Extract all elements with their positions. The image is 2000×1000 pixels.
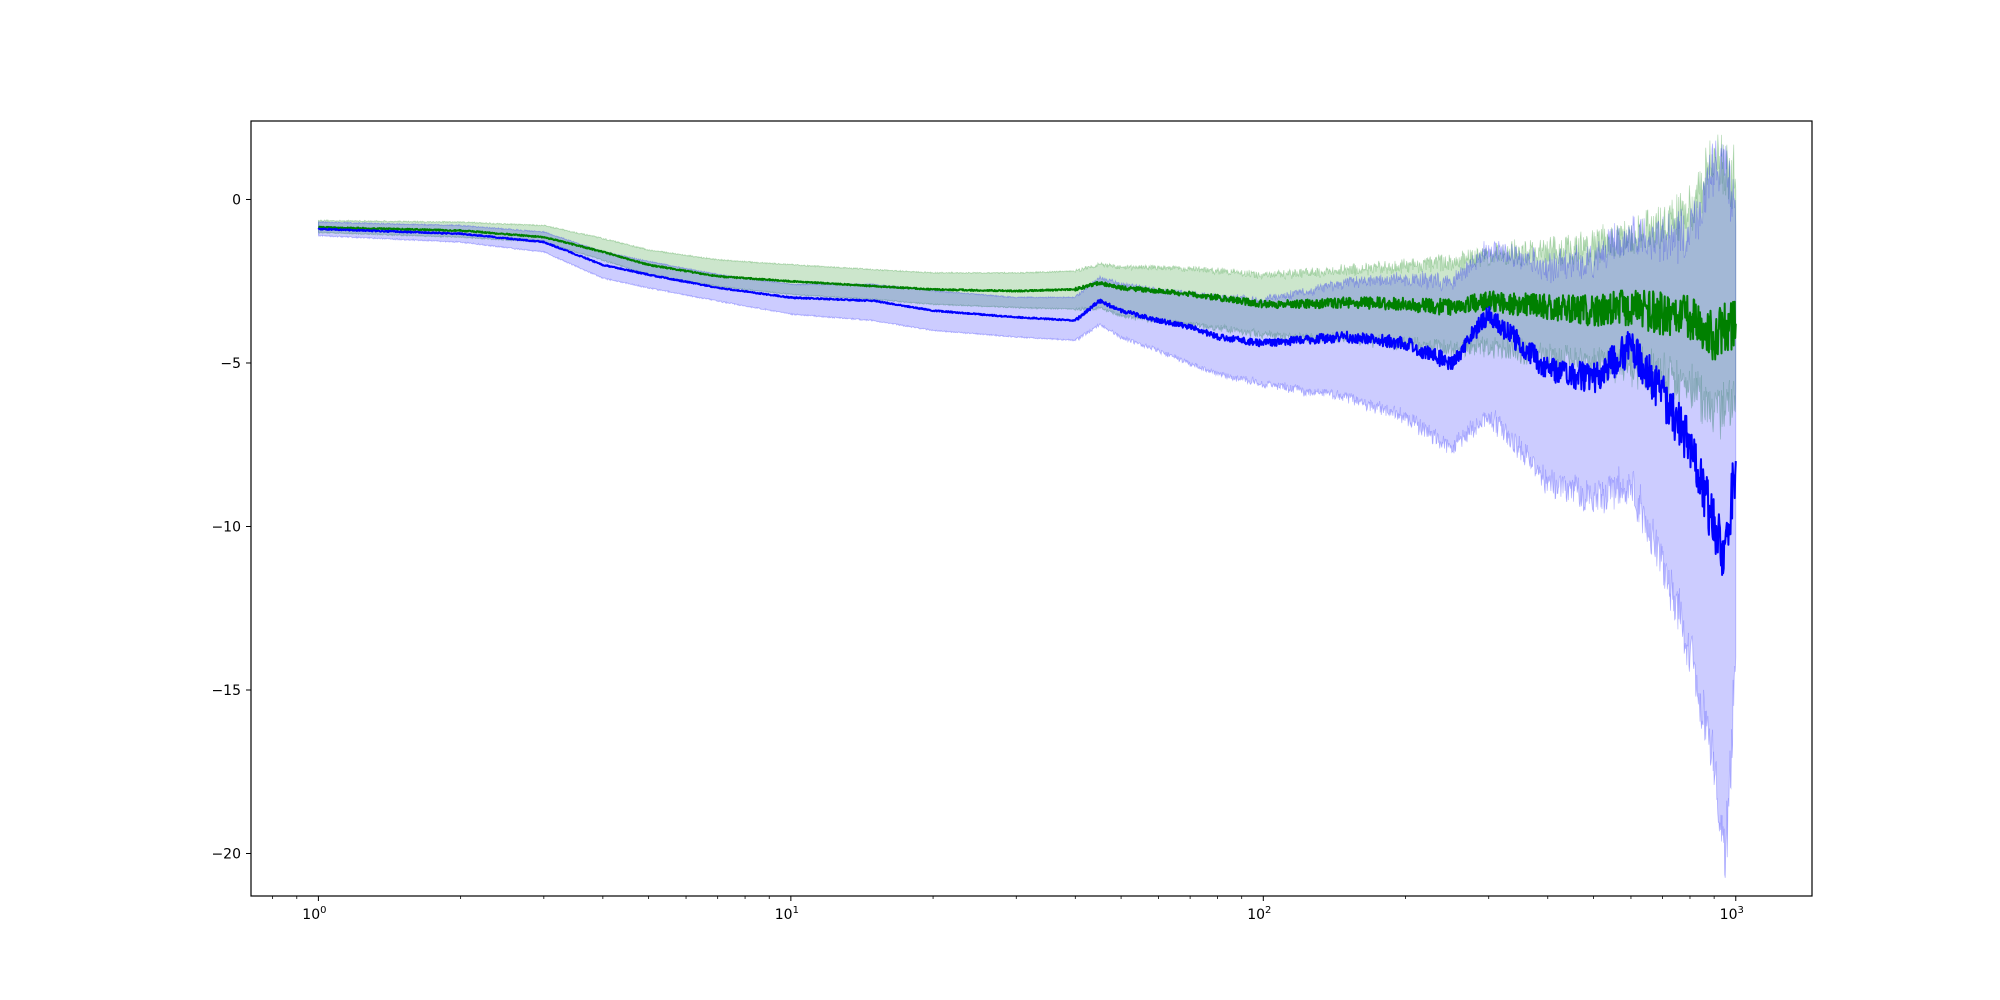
y-tick-label: −5 <box>220 356 241 372</box>
series-2-line <box>317 227 1737 576</box>
x-tick-label: 102 <box>1247 905 1271 923</box>
series-2-confidence-band <box>318 140 1737 878</box>
plot-area <box>317 134 1737 878</box>
series-1-confidence-band <box>318 134 1737 440</box>
series-1-line <box>317 225 1737 361</box>
y-tick-label: −15 <box>211 683 241 699</box>
y-axis: 0 −5 −10 −15 −20 <box>211 192 251 862</box>
x-tick-label: 103 <box>1720 905 1744 923</box>
y-tick-label: 0 <box>232 192 241 208</box>
y-tick-label: −20 <box>211 846 241 862</box>
x-axis: 100 101 102 103 <box>272 896 1744 923</box>
y-tick-label: −10 <box>211 519 241 535</box>
x-tick-label: 101 <box>775 905 799 923</box>
axes-frame <box>250 120 1813 897</box>
x-tick-label: 100 <box>302 905 326 923</box>
